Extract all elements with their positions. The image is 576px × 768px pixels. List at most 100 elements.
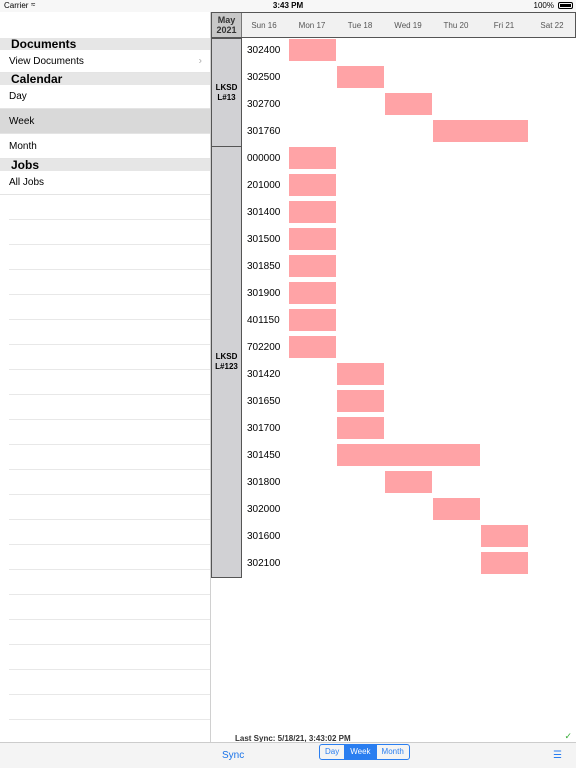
- empty-row: [9, 370, 210, 395]
- status-time: 3:43 PM: [272, 1, 304, 10]
- job-label[interactable]: 302400: [247, 45, 281, 56]
- sidebar-item-month[interactable]: Month: [0, 134, 210, 159]
- job-label[interactable]: 702200: [247, 342, 281, 353]
- carrier-label: Carrier: [4, 1, 29, 10]
- job-label[interactable]: 201000: [247, 180, 281, 191]
- month-year-cell: May 2021: [212, 13, 242, 37]
- day-header: Mon 17: [298, 21, 326, 30]
- job-label[interactable]: 301800: [247, 477, 281, 488]
- empty-row: [9, 495, 210, 520]
- empty-row: [9, 470, 210, 495]
- empty-row: [9, 520, 210, 545]
- job-label[interactable]: 302100: [247, 558, 281, 569]
- status-bar: Carrier ≈ 3:43 PM 100%: [0, 0, 576, 12]
- empty-row: [9, 670, 210, 695]
- empty-row: [9, 245, 210, 270]
- job-bar[interactable]: [336, 65, 385, 89]
- group-label: LKSD L#13: [211, 38, 242, 147]
- last-sync-label: Last Sync: 5/18/21, 3:43:02 PM: [235, 734, 351, 743]
- empty-row: [9, 445, 210, 470]
- job-label[interactable]: 401150: [247, 315, 280, 326]
- job-bar[interactable]: [288, 146, 337, 170]
- chevron-right-icon: ›: [198, 55, 202, 67]
- section-documents: Documents: [0, 38, 210, 50]
- empty-row: [9, 320, 210, 345]
- job-label[interactable]: 000000: [247, 153, 281, 164]
- job-label[interactable]: 301450: [247, 450, 281, 461]
- group-label: LKSD L#123: [211, 146, 242, 578]
- sidebar-item-label: Month: [9, 141, 37, 152]
- job-label[interactable]: 301700: [247, 423, 281, 434]
- empty-row: [9, 645, 210, 670]
- empty-row: [9, 220, 210, 245]
- empty-row: [9, 395, 210, 420]
- sync-button[interactable]: Sync: [222, 750, 245, 761]
- segment-week[interactable]: Week: [345, 745, 377, 759]
- schedule-header: May 2021 Sun 16 Mon 17 Tue 18 Wed 19 Thu 20 F…: [211, 12, 576, 38]
- bottom-toolbar: Sync Day Week Month ☰: [0, 742, 576, 768]
- empty-row: [9, 720, 210, 742]
- job-bar[interactable]: [480, 551, 529, 575]
- job-bar[interactable]: [288, 281, 337, 305]
- sidebar-item-view-documents[interactable]: View Documents ›: [0, 50, 210, 73]
- day-header: Wed 19: [394, 21, 422, 30]
- view-segmented-control: Day Week Month: [319, 744, 410, 760]
- segment-month[interactable]: Month: [381, 747, 404, 756]
- job-bar[interactable]: [384, 92, 433, 116]
- empty-row: [9, 195, 210, 220]
- sidebar-item-label: Week: [9, 116, 35, 127]
- empty-row: [9, 295, 210, 320]
- year-label: 2021: [216, 25, 237, 35]
- job-label[interactable]: 301400: [247, 207, 281, 218]
- empty-row: [9, 570, 210, 595]
- day-header: Sat 22: [540, 21, 564, 30]
- battery-percent: 100%: [533, 1, 554, 10]
- job-label[interactable]: 302000: [247, 504, 281, 515]
- empty-list: [0, 195, 210, 742]
- wifi-icon: ≈: [31, 0, 36, 9]
- job-bar[interactable]: [480, 524, 529, 548]
- section-calendar: Calendar: [0, 73, 210, 85]
- day-header: Fri 21: [493, 21, 515, 30]
- job-bar[interactable]: [336, 416, 385, 440]
- day-header: Sun 16: [251, 21, 277, 30]
- job-bar[interactable]: [288, 335, 337, 359]
- menu-icon[interactable]: ☰: [553, 750, 562, 761]
- day-header: Tue 18: [347, 21, 373, 30]
- sidebar-item-label: View Documents: [9, 56, 84, 67]
- job-bar[interactable]: [432, 119, 529, 143]
- job-label[interactable]: 301900: [247, 288, 281, 299]
- job-label[interactable]: 302500: [247, 72, 281, 83]
- job-bar[interactable]: [384, 470, 433, 494]
- job-bar[interactable]: [336, 389, 385, 413]
- job-bar[interactable]: [432, 497, 481, 521]
- job-label[interactable]: 301600: [247, 531, 281, 542]
- empty-row: [9, 345, 210, 370]
- check-icon: ✓: [564, 731, 572, 741]
- sidebar-item-week[interactable]: Week: [0, 109, 210, 134]
- empty-row: [9, 420, 210, 445]
- job-label[interactable]: 301850: [247, 261, 281, 272]
- job-bar[interactable]: [288, 200, 337, 224]
- job-label[interactable]: 301650: [247, 396, 281, 407]
- job-label[interactable]: 301420: [247, 369, 281, 380]
- job-label[interactable]: 301760: [247, 126, 281, 137]
- job-label[interactable]: 301500: [247, 234, 281, 245]
- sidebar: Documents View Documents › Calendar Day …: [0, 12, 211, 742]
- job-bar[interactable]: [288, 173, 337, 197]
- sidebar-item-day[interactable]: Day: [0, 85, 210, 109]
- empty-row: [9, 620, 210, 645]
- job-bar[interactable]: [288, 308, 337, 332]
- sidebar-item-all-jobs[interactable]: All Jobs: [0, 171, 210, 195]
- job-bar[interactable]: [288, 38, 337, 62]
- job-bar[interactable]: [336, 362, 385, 386]
- sidebar-item-label: All Jobs: [9, 177, 45, 188]
- job-bar[interactable]: [288, 227, 337, 251]
- section-jobs: Jobs: [0, 159, 210, 171]
- segment-day[interactable]: Day: [320, 745, 346, 759]
- empty-row: [9, 545, 210, 570]
- job-bar[interactable]: [336, 443, 481, 467]
- job-label[interactable]: 302700: [247, 99, 281, 110]
- job-bar[interactable]: [288, 254, 337, 278]
- empty-row: [9, 270, 210, 295]
